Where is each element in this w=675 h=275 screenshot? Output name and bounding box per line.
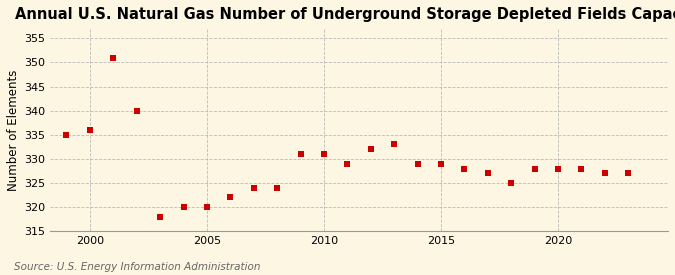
Point [202, 205, 213, 209]
Point [389, 142, 400, 147]
Point [435, 161, 446, 166]
Point [108, 55, 119, 60]
Point [342, 161, 353, 166]
Point [61, 133, 72, 137]
Point [319, 152, 329, 156]
Point [553, 166, 564, 171]
Point [178, 205, 189, 209]
Text: Source: U.S. Energy Information Administration: Source: U.S. Energy Information Administ… [14, 262, 260, 272]
Point [295, 152, 306, 156]
Point [272, 186, 283, 190]
Point [506, 181, 516, 185]
Point [599, 171, 610, 175]
Title: Annual U.S. Natural Gas Number of Underground Storage Depleted Fields Capacity: Annual U.S. Natural Gas Number of Underg… [16, 7, 675, 22]
Point [459, 166, 470, 171]
Point [412, 161, 423, 166]
Point [84, 128, 95, 132]
Point [132, 108, 142, 113]
Point [483, 171, 493, 175]
Point [225, 195, 236, 200]
Point [529, 166, 540, 171]
Point [623, 171, 634, 175]
Y-axis label: Number of Elements: Number of Elements [7, 69, 20, 191]
Point [248, 186, 259, 190]
Point [365, 147, 376, 152]
Point [155, 214, 165, 219]
Point [576, 166, 587, 171]
